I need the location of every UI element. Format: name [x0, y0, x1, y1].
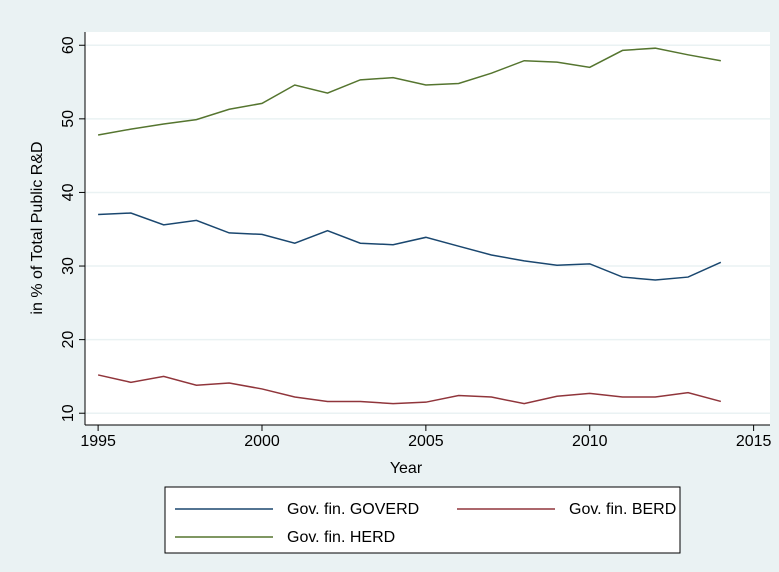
x-tick-label: 2015: [736, 433, 772, 450]
legend: [164, 486, 681, 554]
y-tick-label: 30: [60, 257, 77, 275]
x-axis-title: Year: [390, 460, 423, 477]
y-tick-label: 40: [60, 183, 77, 201]
x-tick-label: 2000: [244, 433, 280, 450]
plot-area: [85, 32, 770, 425]
y-tick-label: 60: [60, 36, 77, 54]
legend-label: Gov. fin. BERD: [569, 501, 676, 518]
x-tick-label: 2010: [572, 433, 608, 450]
y-tick-label: 50: [60, 110, 77, 128]
legend-label: Gov. fin. GOVERD: [287, 501, 419, 518]
series-line: [97, 374, 722, 405]
x-tick-label: 2005: [408, 433, 444, 450]
x-tick-label: 1995: [80, 433, 116, 450]
y-tick-label: 10: [60, 404, 77, 422]
y-tick-label: 20: [60, 331, 77, 349]
series-line: [98, 212, 722, 281]
series-line: [97, 47, 721, 136]
y-axis-title: in % of Total Public R&D: [29, 141, 46, 314]
legend-label: Gov. fin. HERD: [287, 529, 395, 546]
